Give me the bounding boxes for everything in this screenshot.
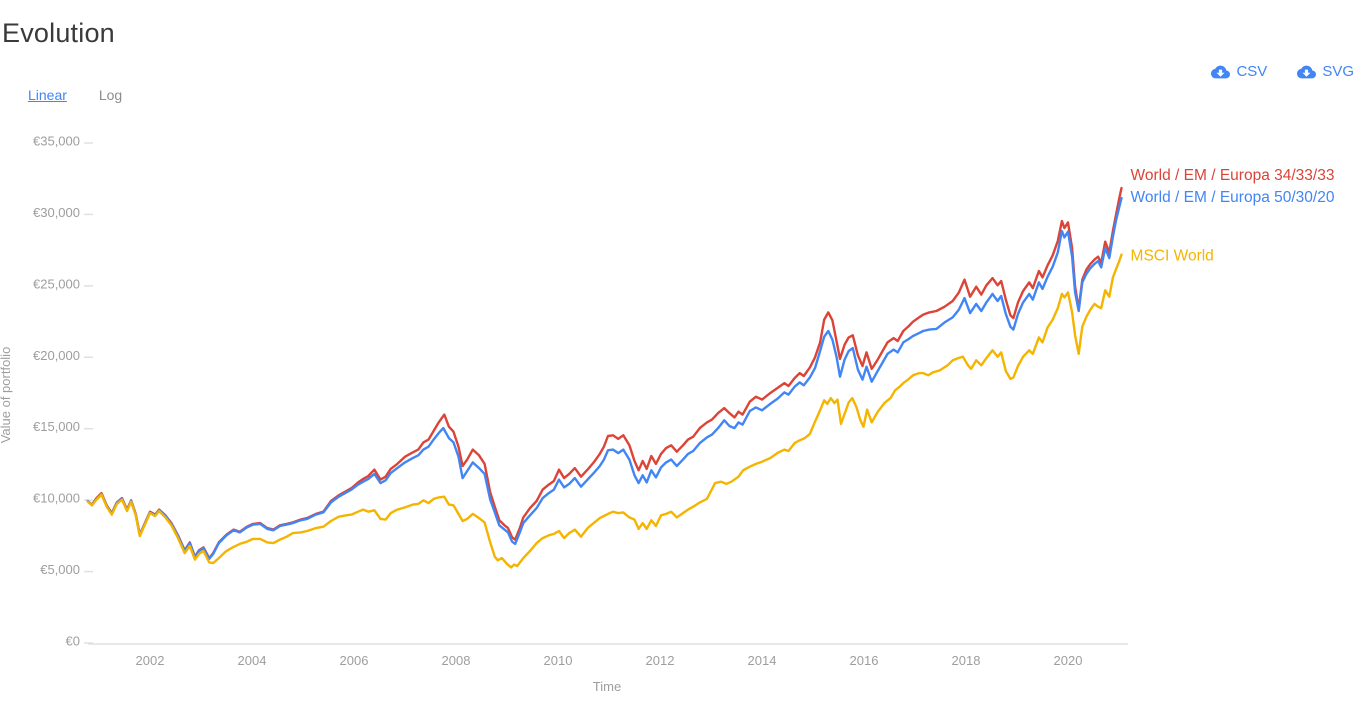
- page-title: Evolution: [2, 18, 115, 49]
- x-tick-label: 2004: [238, 653, 267, 668]
- scale-log-link[interactable]: Log: [98, 87, 123, 103]
- download-svg-button[interactable]: SVG: [1297, 63, 1354, 80]
- x-tick-label: 2014: [748, 653, 777, 668]
- x-tick-label: 2008: [442, 653, 471, 668]
- series-label: World / EM / Europa 34/33/33: [1131, 167, 1335, 184]
- x-tick-label: 2002: [136, 653, 165, 668]
- download-svg-label: SVG: [1322, 63, 1354, 80]
- x-tick-label: 2010: [544, 653, 573, 668]
- y-tick-label: €20,000: [33, 348, 80, 363]
- series-line-msci-world: [86, 253, 1123, 569]
- y-tick-label: €10,000: [33, 491, 80, 506]
- download-csv-button[interactable]: CSV: [1211, 63, 1267, 80]
- x-tick-label: 2006: [340, 653, 369, 668]
- x-axis-title: Time: [593, 679, 621, 694]
- x-tick-label: 2018: [952, 653, 981, 668]
- scale-linear-link[interactable]: Linear: [28, 87, 67, 103]
- download-csv-label: CSV: [1236, 63, 1268, 80]
- series-label: MSCI World: [1131, 248, 1214, 265]
- series-line-portfolio-1: [86, 186, 1123, 560]
- y-tick-label: €30,000: [33, 205, 80, 220]
- scale-toggle: Linear Log: [28, 87, 122, 103]
- x-tick-label: 2012: [646, 653, 675, 668]
- cloud-download-icon: [1211, 65, 1231, 78]
- x-tick-label: 2020: [1054, 653, 1083, 668]
- series-line-portfolio-2: [86, 196, 1123, 561]
- y-tick-label: €35,000: [33, 134, 80, 149]
- export-links: CSV SVG: [1211, 63, 1354, 80]
- x-tick-label: 2016: [850, 653, 879, 668]
- y-axis-title: Value of portfolio: [0, 347, 13, 444]
- y-tick-label: €0: [66, 634, 80, 649]
- cloud-download-icon: [1297, 65, 1317, 78]
- y-tick-label: €15,000: [33, 419, 80, 434]
- series-label: World / EM / Europa 50/30/20: [1131, 189, 1335, 206]
- y-tick-label: €5,000: [40, 562, 80, 577]
- y-tick-label: €25,000: [33, 276, 80, 291]
